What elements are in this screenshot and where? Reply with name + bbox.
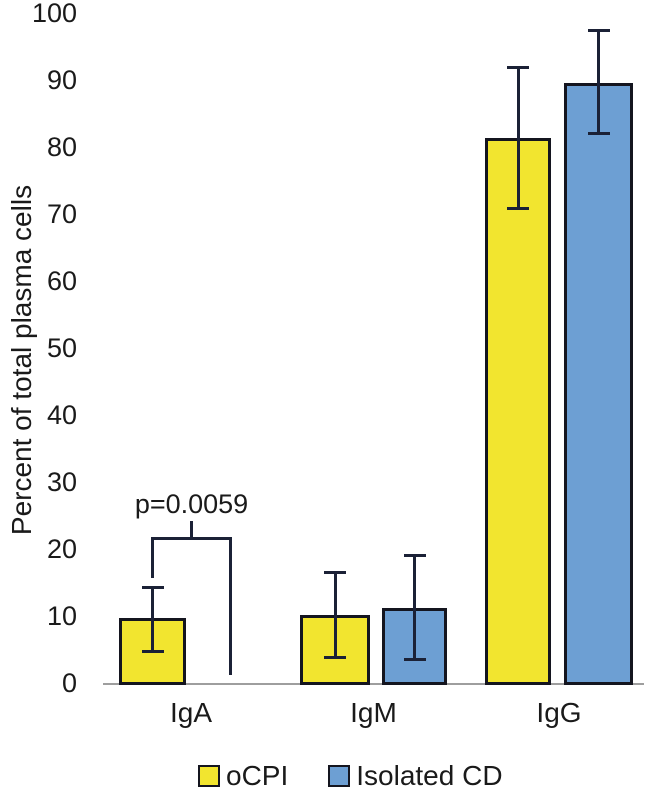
y-tick-label-20: 20 <box>46 534 77 564</box>
x-axis-label-igm: IgM <box>350 697 397 728</box>
p-value-label: p=0.0059 <box>134 488 249 519</box>
legend-swatch-ocpi <box>198 765 220 787</box>
y-tick-label-80: 80 <box>46 132 77 162</box>
y-tick-label-50: 50 <box>46 333 77 363</box>
legend: oCPI Isolated CD <box>198 760 503 787</box>
bracket-right-arm <box>229 536 232 676</box>
x-axis-line <box>103 683 644 685</box>
error-bar-cap-top-ocpi-iga <box>141 586 164 590</box>
y-tick-label-70: 70 <box>46 199 77 229</box>
legend-item-isolated-cd: Isolated CD <box>328 760 503 787</box>
bracket-text-tick <box>190 520 193 537</box>
error-bar-line-ocpi-igm <box>333 571 337 659</box>
error-bar-cap-bottom-isolated-cd-igm <box>403 658 426 662</box>
error-bar-cap-top-isolated-cd-igg <box>587 28 610 32</box>
bracket-left-arm <box>151 536 154 579</box>
error-bar-cap-bottom-ocpi-igm <box>324 656 346 660</box>
error-bar-cap-bottom-ocpi-igg <box>507 206 529 210</box>
error-bar-cap-top-ocpi-igg <box>507 65 529 69</box>
legend-swatch-isolated-cd <box>328 765 351 787</box>
error-bar-line-isolated-cd-igg <box>597 29 600 135</box>
y-tick-label-40: 40 <box>46 400 77 430</box>
x-axis-label-iga: IgA <box>169 697 213 728</box>
error-bar-cap-bottom-ocpi-iga <box>141 650 164 654</box>
y-tick-label-10: 10 <box>46 601 77 631</box>
y-tick-label-90: 90 <box>46 65 77 95</box>
bar-isolated-cd-igg <box>564 83 633 685</box>
error-bar-cap-top-ocpi-igm <box>324 570 346 574</box>
error-bar-line-ocpi-iga <box>151 587 154 653</box>
bar-ocpi-igg <box>485 138 551 685</box>
x-axis-label-igg: IgG <box>536 697 582 728</box>
y-tick-label-0: 0 <box>61 668 77 698</box>
legend-label-ocpi: oCPI <box>226 760 289 787</box>
bracket-horizontal <box>151 536 232 540</box>
error-bar-cap-top-isolated-cd-igm <box>403 554 426 558</box>
legend-label-isolated-cd: Isolated CD <box>356 760 503 787</box>
y-tick-label-100: 100 <box>31 0 77 28</box>
error-bar-line-isolated-cd-igm <box>413 555 416 661</box>
y-tick-label-30: 30 <box>46 467 77 497</box>
error-bar-line-ocpi-igg <box>516 66 520 209</box>
y-tick-label-60: 60 <box>46 266 77 296</box>
error-bar-cap-bottom-isolated-cd-igg <box>587 132 610 136</box>
legend-item-ocpi: oCPI <box>198 760 289 787</box>
